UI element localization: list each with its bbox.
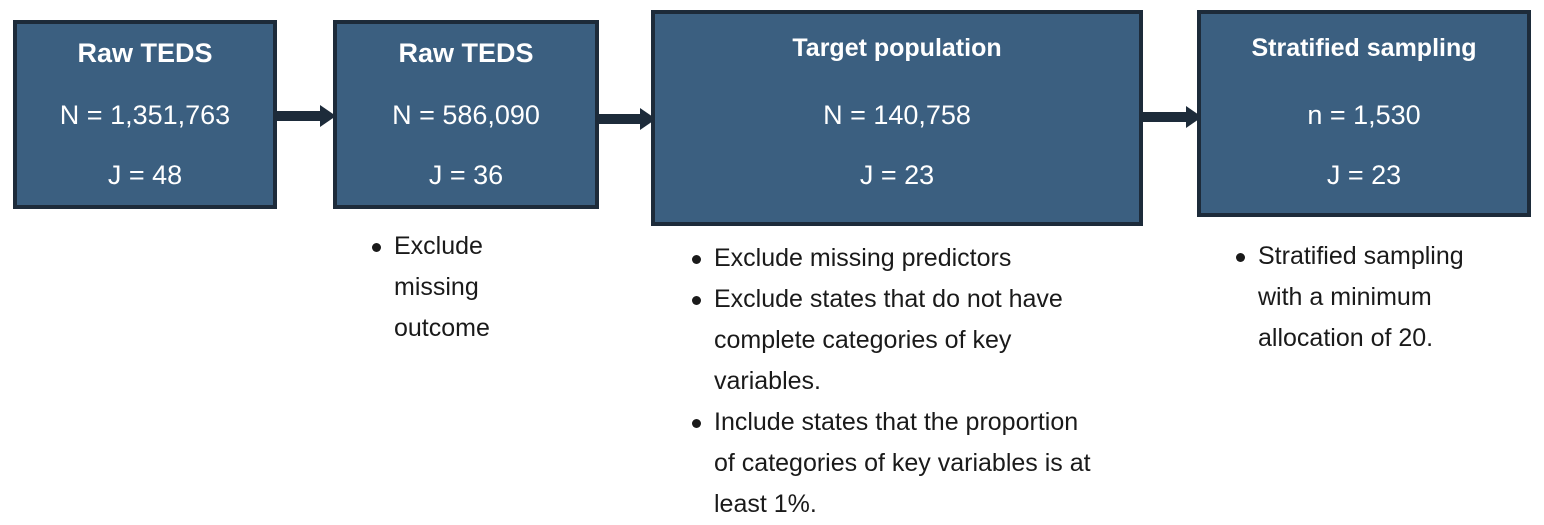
arrow-right-icon — [1142, 106, 1202, 128]
note-item: Exclude missing outcome — [372, 226, 512, 349]
box-count-n: N = 586,090 — [392, 100, 540, 130]
box-target-population: Target population N = 140,758 J = 23 — [651, 10, 1143, 226]
step2-notes: Exclude missing outcome — [372, 226, 512, 349]
box-stratified-sampling: Stratified sampling n = 1,530 J = 23 — [1197, 10, 1531, 217]
box-count-j: J = 48 — [107, 160, 183, 190]
box-raw-teds-1: Raw TEDS N = 1,351,763 J = 48 — [13, 20, 277, 209]
step4-notes: Stratified sampling with a minimum alloc… — [1236, 236, 1506, 359]
box-count-n: n = 1,530 — [1307, 100, 1421, 130]
box-title: Raw TEDS — [398, 38, 534, 68]
box-title: Stratified sampling — [1251, 34, 1477, 62]
note-item: Stratified sampling with a minimum alloc… — [1236, 236, 1506, 359]
note-item: Exclude states that do not have complete… — [692, 279, 1092, 402]
box-count-j: J = 36 — [428, 160, 504, 190]
box-title: Target population — [792, 34, 1002, 62]
box-count-j: J = 23 — [859, 160, 935, 190]
step3-notes: Exclude missing predictors Exclude state… — [692, 238, 1092, 525]
arrow-right-icon — [598, 108, 656, 130]
note-item: Exclude missing predictors — [692, 238, 1092, 279]
box-raw-teds-2: Raw TEDS N = 586,090 J = 36 — [333, 20, 599, 209]
note-item: Include states that the proportion of ca… — [692, 402, 1092, 525]
box-count-j: J = 23 — [1326, 160, 1402, 190]
box-title: Raw TEDS — [77, 38, 213, 68]
box-count-n: N = 140,758 — [823, 100, 971, 130]
arrow-right-icon — [276, 105, 336, 127]
box-count-n: N = 1,351,763 — [59, 100, 231, 130]
